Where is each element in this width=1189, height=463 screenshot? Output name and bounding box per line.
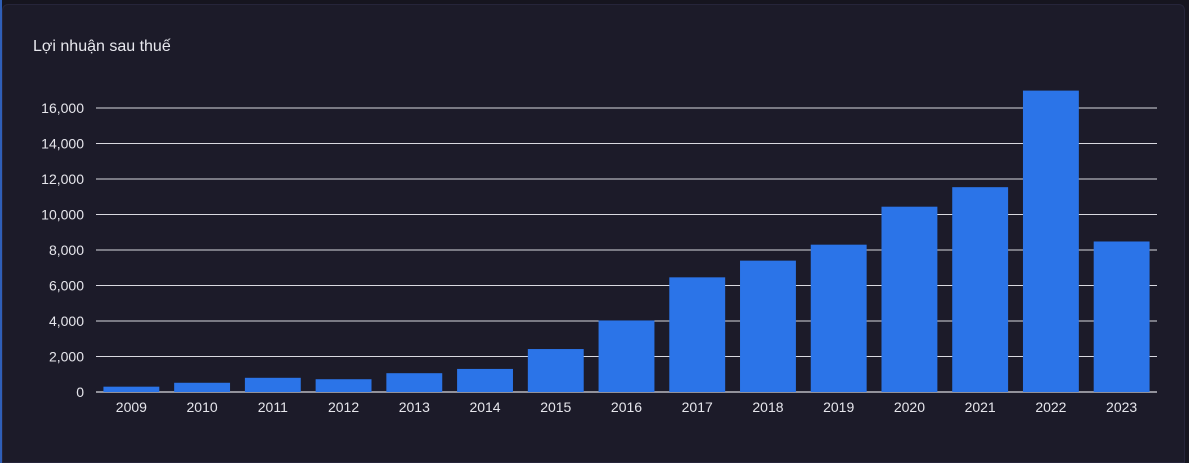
bar-2019[interactable] — [810, 244, 867, 392]
bar-2011[interactable] — [244, 377, 301, 392]
x-tick-label: 2014 — [469, 399, 500, 415]
y-tick-label: 0 — [76, 384, 84, 400]
bar-2014[interactable] — [457, 368, 513, 392]
y-tick-label: 4,000 — [49, 313, 84, 329]
left-accent-bar — [0, 0, 2, 463]
x-tick-label: 2011 — [258, 399, 288, 415]
x-tick-label: 2010 — [187, 399, 218, 415]
chart-title: Lợi nhuận sau thuế — [33, 38, 171, 55]
bar-2023[interactable] — [1093, 241, 1150, 392]
y-tick-label: 6,000 — [49, 278, 84, 294]
y-tick-label: 2,000 — [49, 349, 84, 365]
y-axis-ticks: 0 2,000 4,000 6,000 8,000 10,000 12,000 14,000 1… — [41, 100, 84, 400]
x-tick-label: 2012 — [328, 399, 359, 415]
x-tick-label: 2017 — [682, 399, 713, 415]
x-tick-label: 2022 — [1035, 399, 1066, 415]
x-tick-label: 2023 — [1106, 399, 1137, 415]
bar-2009[interactable] — [103, 386, 160, 392]
x-tick-label: 2020 — [894, 399, 925, 415]
y-tick-label: 16,000 — [41, 100, 84, 116]
bar-2012[interactable] — [315, 379, 372, 392]
bars — [103, 90, 1150, 392]
y-tick-label: 12,000 — [41, 171, 84, 187]
x-tick-label: 2021 — [965, 399, 996, 415]
y-tick-label: 14,000 — [41, 136, 84, 152]
bar-2021[interactable] — [952, 187, 1009, 392]
bar-2017[interactable] — [669, 277, 726, 392]
bar-2013[interactable] — [386, 373, 443, 392]
x-tick-label: 2018 — [752, 399, 783, 415]
y-tick-label: 8,000 — [49, 242, 84, 258]
bar-2015[interactable] — [527, 349, 584, 392]
bar-2016[interactable] — [598, 320, 655, 392]
bar-2010[interactable] — [174, 382, 231, 392]
bar-2022[interactable] — [1022, 90, 1079, 392]
x-tick-label: 2013 — [399, 399, 430, 415]
x-tick-label: 2015 — [540, 399, 571, 415]
x-axis-ticks: 2009 2010 2011 2012 2013 2014 2015 2016 2017 2018… — [116, 399, 1138, 415]
x-tick-label: 2019 — [823, 399, 854, 415]
x-tick-label: 2016 — [611, 399, 642, 415]
y-tick-label: 10,000 — [41, 207, 84, 223]
bar-2018[interactable] — [740, 260, 796, 392]
bar-2020[interactable] — [881, 206, 938, 392]
x-tick-label: 2009 — [116, 399, 147, 415]
